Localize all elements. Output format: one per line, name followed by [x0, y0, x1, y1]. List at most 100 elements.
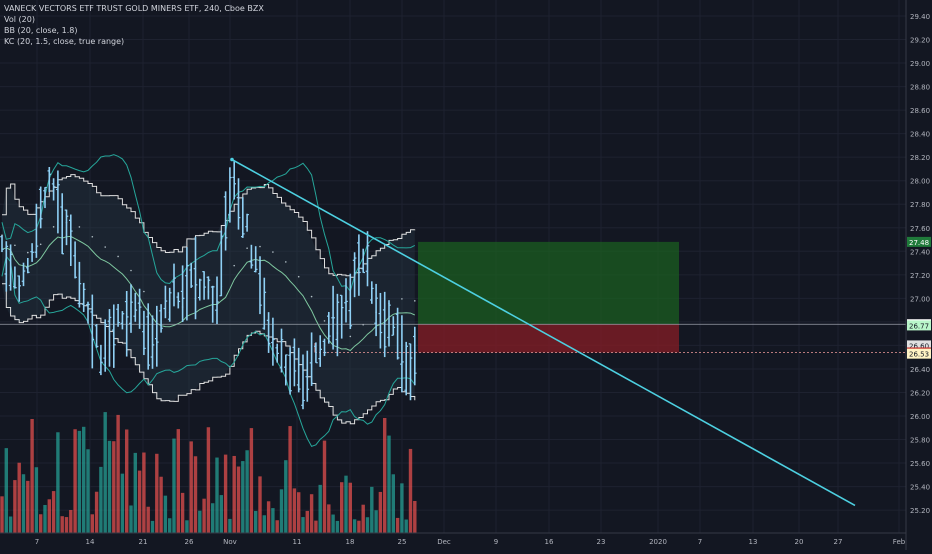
kc-lower-line: [2, 283, 416, 425]
volume-bar: [309, 494, 314, 533]
ohlc-bar: [163, 285, 168, 319]
ohlc-bar: [361, 248, 365, 274]
ohlc-bar: [107, 309, 112, 367]
ohlc-bar: [327, 311, 331, 344]
volume-bar: [185, 520, 189, 533]
legend-volume[interactable]: Vol (20): [4, 15, 35, 24]
volume-bar: [245, 450, 249, 533]
volume-bar: [120, 473, 125, 533]
y-tick-label: 25.80: [910, 437, 930, 445]
volume-bar: [180, 492, 185, 533]
kc-upper-line: [2, 174, 416, 278]
y-tick-label: 27.60: [910, 225, 930, 233]
ohlc-bar: [77, 261, 82, 308]
y-tick-label: 28.00: [910, 178, 930, 186]
price-label-text: 26.53: [909, 351, 929, 359]
ohlc-bar: [94, 324, 99, 348]
volume-bar: [56, 432, 60, 533]
x-tick-label: 20: [795, 538, 804, 546]
ohlc-bar: [223, 191, 228, 251]
volume-bar: [13, 480, 17, 533]
ohlc-bar: [90, 294, 95, 369]
volume-bar: [327, 504, 331, 533]
x-tick-label: 13: [749, 538, 758, 546]
ohlc-bar: [339, 294, 344, 339]
ohlc-bar: [38, 186, 43, 229]
ohlc-bar: [51, 178, 56, 201]
x-tick-label: 7: [35, 538, 39, 546]
ohlc-bar: [64, 209, 69, 246]
volume-bar: [383, 417, 387, 533]
x-tick-label: 7: [698, 538, 702, 546]
ohlc-bar: [146, 303, 150, 370]
y-axis-panel: [906, 0, 932, 550]
legend-title[interactable]: VANECK VECTORS ETF TRUST GOLD MINERS ETF…: [4, 4, 264, 13]
volume-bar: [408, 448, 413, 533]
ohlc-bar: [374, 283, 378, 337]
ohlc-bar: [198, 278, 202, 301]
legend-bb[interactable]: BB (20, close, 1.8): [4, 26, 78, 35]
volume-bar: [395, 517, 400, 533]
ohlc-bar: [116, 303, 120, 327]
volume-bar: [301, 517, 305, 533]
ohlc-bar: [322, 338, 327, 357]
price-label-text: 26.60: [909, 342, 929, 350]
ohlc-bar: [133, 292, 138, 322]
y-tick-label: 27.80: [910, 201, 930, 209]
volume-bar: [137, 470, 142, 533]
volume-bar: [198, 510, 202, 533]
x-tick-label: 16: [545, 538, 554, 546]
trendline: [231, 158, 856, 507]
ohlc-bar: [215, 276, 219, 325]
y-tick-label: 28.60: [910, 107, 930, 115]
volume-bars: [0, 412, 417, 533]
ohlc-bar: [185, 247, 189, 321]
price-label: 26.77: [907, 320, 931, 331]
volume-bar: [159, 476, 163, 533]
basis-dot: [14, 244, 16, 247]
x-tick-label: 25: [398, 538, 407, 546]
ohlc-bar: [413, 326, 417, 386]
basis-dot: [27, 251, 29, 254]
volume-bar: [266, 501, 271, 533]
volume-bar: [314, 520, 318, 533]
ohlc-bar: [206, 276, 211, 300]
volume-bar: [90, 514, 94, 533]
ohlc-bar: [56, 170, 60, 234]
price-label-text: 26.77: [909, 322, 929, 330]
ohlc-bar: [159, 304, 163, 333]
ohlc-bar: [17, 275, 21, 302]
volume-bar: [17, 462, 21, 533]
ohlc-bar: [266, 312, 271, 353]
ohlc-bar: [275, 343, 279, 363]
volume-bar: [219, 495, 223, 533]
volume-bar: [387, 435, 391, 533]
ohlc-bar: [34, 203, 39, 258]
volume-bar: [400, 483, 404, 533]
basis-dot: [104, 246, 106, 248]
volume-bar: [378, 491, 383, 533]
basis-dot: [259, 245, 261, 248]
volume-bar: [168, 518, 172, 533]
ohlc-bar: [253, 246, 258, 273]
volume-bar: [262, 515, 266, 533]
ohlc-bar: [245, 213, 249, 232]
volume-bar: [357, 520, 361, 533]
x-tick-label: 27: [834, 538, 843, 546]
ohlc-bar: [142, 310, 146, 356]
y-tick-label: 29.00: [910, 60, 930, 68]
ohlc-bar: [26, 257, 30, 274]
volume-bar: [86, 449, 90, 533]
ohlc-bar: [73, 241, 77, 279]
volume-bar: [107, 440, 112, 533]
volume-bar: [249, 428, 254, 533]
ohlc-bar: [382, 291, 387, 358]
x-tick-label: Feb: [893, 538, 906, 546]
legend-kc[interactable]: KC (20, 1.5, close, true range): [4, 37, 125, 46]
price-label-text: 27.48: [909, 239, 929, 247]
ohlc-bar: [47, 167, 52, 193]
ohlc-bar: [262, 277, 267, 330]
basis-dot: [414, 300, 416, 302]
